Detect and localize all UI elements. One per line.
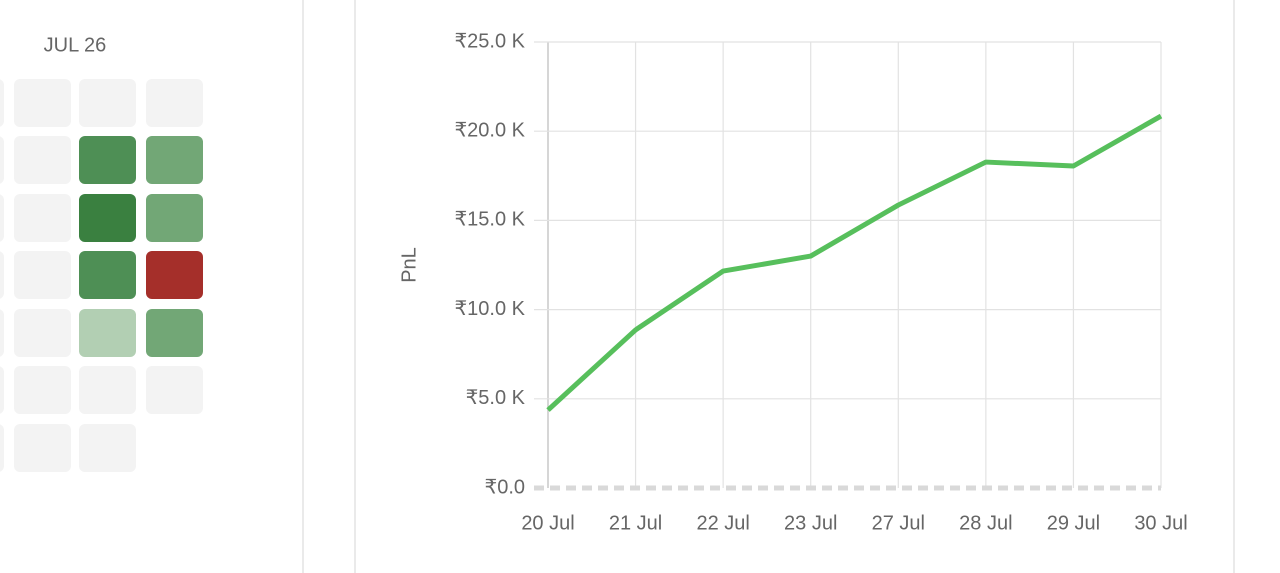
x-tick-label: 28 Jul xyxy=(959,512,1012,534)
day-cell[interactable] xyxy=(0,194,4,242)
day-cell[interactable] xyxy=(79,309,136,357)
x-tick-label: 27 Jul xyxy=(872,512,925,534)
day-cell[interactable] xyxy=(79,424,136,472)
x-tick-label: 29 Jul xyxy=(1047,512,1100,534)
day-cell[interactable] xyxy=(0,79,4,127)
pnl-line xyxy=(546,113,1163,412)
y-tick-label: ₹5.0 K xyxy=(466,387,526,409)
month-label: JUL 26 xyxy=(44,34,107,56)
y-tick-label: ₹20.0 K xyxy=(454,119,525,141)
day-cell[interactable] xyxy=(14,136,71,184)
y-tick-label: ₹0.0 xyxy=(484,476,525,498)
x-tick-label: 20 Jul xyxy=(521,512,574,534)
day-cell[interactable] xyxy=(79,136,136,184)
day-cell[interactable] xyxy=(146,366,203,414)
day-cell[interactable] xyxy=(79,366,136,414)
day-cell[interactable] xyxy=(14,194,71,242)
day-cell[interactable] xyxy=(79,194,136,242)
x-tick-label: 23 Jul xyxy=(784,512,837,534)
day-cell[interactable] xyxy=(14,424,71,472)
day-cell[interactable] xyxy=(146,309,203,357)
day-cell[interactable] xyxy=(146,79,203,127)
day-cell[interactable] xyxy=(14,309,71,357)
x-tick-label: 22 Jul xyxy=(696,512,749,534)
y-tick-label: ₹25.0 K xyxy=(454,30,525,52)
day-cell[interactable] xyxy=(14,251,71,299)
day-cell[interactable] xyxy=(146,194,203,242)
day-cell[interactable] xyxy=(79,251,136,299)
day-cell[interactable] xyxy=(0,309,4,357)
day-cell[interactable] xyxy=(79,79,136,127)
day-cell[interactable] xyxy=(14,366,71,414)
day-cell[interactable] xyxy=(146,251,203,299)
y-tick-label: ₹10.0 K xyxy=(454,298,525,320)
day-cell[interactable] xyxy=(0,251,4,299)
day-cell[interactable] xyxy=(0,424,4,472)
y-axis-label: PnL xyxy=(398,247,420,283)
day-cell[interactable] xyxy=(0,366,4,414)
day-cell[interactable] xyxy=(14,79,71,127)
day-cell[interactable] xyxy=(146,136,203,184)
x-tick-label: 21 Jul xyxy=(609,512,662,534)
day-cell[interactable] xyxy=(0,136,4,184)
y-tick-label: ₹15.0 K xyxy=(454,209,525,231)
x-tick-label: 30 Jul xyxy=(1134,512,1187,534)
